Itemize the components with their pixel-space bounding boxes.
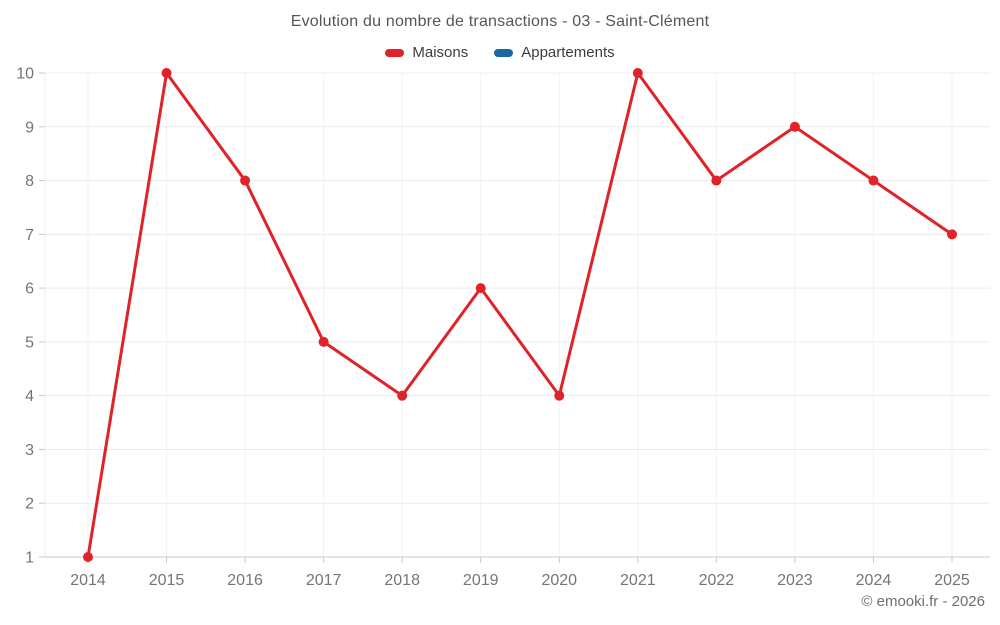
y-tick-label: 6: [25, 281, 34, 298]
y-tick-label: 10: [16, 66, 34, 83]
y-tick-label: 3: [25, 442, 34, 459]
x-tick-label: 2014: [70, 572, 106, 589]
x-tick-label: 2020: [541, 572, 577, 589]
x-tick-label: 2016: [227, 572, 263, 589]
x-tick-label: 2022: [699, 572, 735, 589]
series-line-maisons: [86, 71, 954, 559]
legend-swatch-maisons-icon: [385, 48, 405, 57]
chart-legend: Maisons Appartements: [0, 44, 1000, 61]
data-point[interactable]: [318, 336, 329, 347]
y-tick-label: 9: [25, 119, 34, 136]
data-point[interactable]: [947, 229, 957, 240]
data-point[interactable]: [711, 175, 722, 186]
x-tick-label: 2017: [306, 572, 342, 589]
x-tick-label: 2018: [384, 572, 420, 589]
x-tick-label: 2024: [856, 572, 892, 589]
y-tick-label: 8: [25, 173, 34, 190]
data-point[interactable]: [868, 175, 879, 186]
data-point[interactable]: [397, 390, 408, 401]
x-tick-label: 2021: [620, 572, 656, 589]
legend-label-appartements: Appartements: [521, 44, 615, 61]
x-tick-label: 2025: [934, 572, 970, 589]
x-tick-label: 2015: [149, 572, 185, 589]
legend-item-maisons[interactable]: Maisons: [385, 44, 468, 61]
x-tick-label: 2023: [777, 572, 813, 589]
y-tick-label: 5: [25, 334, 34, 351]
legend-swatch-appartements-icon: [494, 48, 514, 57]
data-point[interactable]: [632, 68, 643, 78]
x-tick-label: 2019: [463, 572, 499, 589]
data-point[interactable]: [789, 121, 800, 132]
chart-title: Evolution du nombre de transactions - 03…: [290, 13, 710, 30]
y-tick-label: 7: [25, 227, 34, 244]
y-tick-label: 2: [25, 496, 34, 513]
copyright-text: © emooki.fr - 2026: [861, 593, 985, 610]
legend-item-appartements[interactable]: Appartements: [494, 44, 615, 61]
data-point[interactable]: [83, 552, 93, 562]
legend-label-maisons: Maisons: [412, 44, 469, 61]
data-point[interactable]: [161, 68, 172, 78]
data-point[interactable]: [554, 390, 565, 401]
y-tick-label: 4: [25, 388, 34, 405]
data-point[interactable]: [475, 283, 486, 294]
y-tick-label: 1: [25, 550, 34, 567]
data-point[interactable]: [240, 175, 251, 186]
